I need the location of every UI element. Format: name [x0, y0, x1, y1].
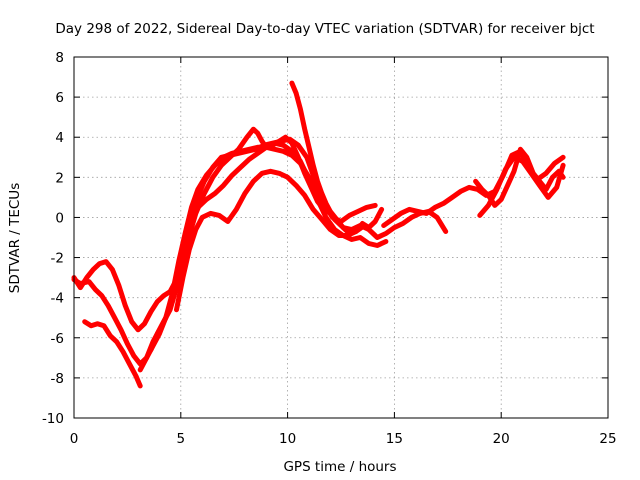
y-axis-label: SDTVAR / TECUs [7, 183, 23, 293]
plot-frame [73, 56, 609, 419]
y-tick-label: -8 [51, 371, 64, 387]
y-tick-label: -10 [42, 411, 64, 427]
y-tick-label: 4 [55, 130, 64, 146]
x-tick-label: 25 [599, 431, 616, 447]
y-tick-label: 2 [55, 170, 64, 186]
x-tick-label: 5 [177, 431, 186, 447]
grid-lines [74, 57, 608, 418]
y-tick-label: -6 [51, 331, 64, 347]
satellite-track-5 [148, 126, 333, 353]
y-tick-label: 6 [55, 90, 64, 106]
y-tick-label: 8 [55, 50, 64, 66]
x-tick-label: 0 [70, 431, 79, 447]
x-tick-labels: 0 5 10 15 20 25 [70, 431, 617, 447]
y-tick-label: 0 [55, 210, 64, 226]
satellite-track-7 [174, 168, 367, 313]
x-axis-label: GPS time / hours [283, 459, 396, 475]
data-series [71, 80, 566, 389]
satellite-track-3 [82, 319, 143, 389]
x-tick-label: 10 [279, 431, 296, 447]
y-tick-label: -2 [51, 251, 64, 267]
satellite-track-2 [71, 136, 378, 333]
satellite-track-1 [71, 144, 449, 367]
x-tick-label: 20 [493, 431, 510, 447]
satellite-track-10 [477, 154, 566, 218]
y-tick-label: -4 [51, 291, 64, 307]
chart-title: Day 298 of 2022, Sidereal Day-to-day VTE… [55, 21, 594, 37]
y-tick-labels: -10 -8 -6 -4 -2 0 2 4 6 8 [42, 50, 64, 427]
x-tick-label: 15 [386, 431, 403, 447]
satellite-track-8 [381, 148, 566, 228]
